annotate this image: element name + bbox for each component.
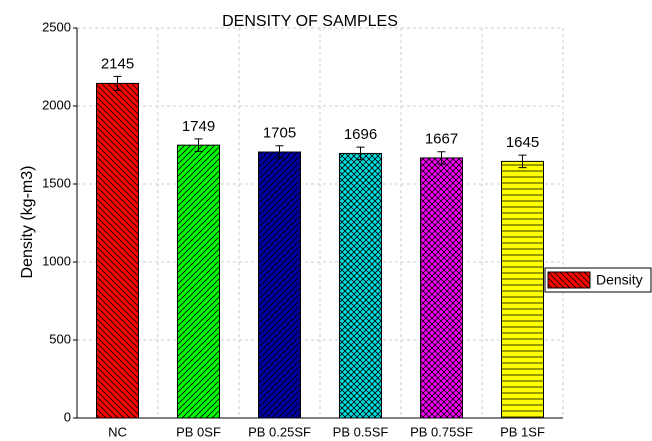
y-tick-label: 1000 (42, 253, 71, 268)
y-tick-label: 2500 (42, 19, 71, 34)
chart-title: DENSITY OF SAMPLES (222, 13, 398, 30)
bar (258, 151, 301, 419)
bar (501, 160, 544, 419)
legend-swatch (547, 271, 591, 289)
y-tick-label: 2000 (42, 97, 71, 112)
data-label: 1696 (344, 126, 377, 143)
error-bar (113, 75, 122, 91)
bar (177, 144, 220, 419)
bar (339, 152, 382, 419)
y-tick-label: 1500 (42, 175, 71, 190)
data-label: 1645 (506, 134, 539, 151)
bar (420, 157, 463, 419)
error-bar (356, 146, 365, 161)
x-tick-label: PB 0.5SF (333, 424, 389, 439)
y-tick-label: 0 (64, 409, 71, 424)
data-label: 1667 (425, 131, 458, 148)
legend-label: Density (596, 272, 643, 288)
bar (96, 82, 139, 419)
data-label: 1749 (182, 118, 215, 135)
x-tick-label: PB 1SF (500, 424, 545, 439)
y-axis-label: Density (kg-m3) (19, 166, 36, 279)
x-tick-label: PB 0.75SF (410, 424, 473, 439)
x-tick-label: PB 0.25SF (248, 424, 311, 439)
data-label: 1705 (263, 125, 296, 142)
x-tick-label: NC (108, 424, 127, 439)
error-bar (437, 151, 446, 165)
data-label: 2145 (101, 55, 134, 72)
y-tick-label: 500 (49, 331, 71, 346)
error-bar (194, 138, 203, 152)
error-bar (518, 154, 527, 169)
error-bar (275, 145, 284, 159)
x-tick-label: PB 0SF (176, 424, 221, 439)
